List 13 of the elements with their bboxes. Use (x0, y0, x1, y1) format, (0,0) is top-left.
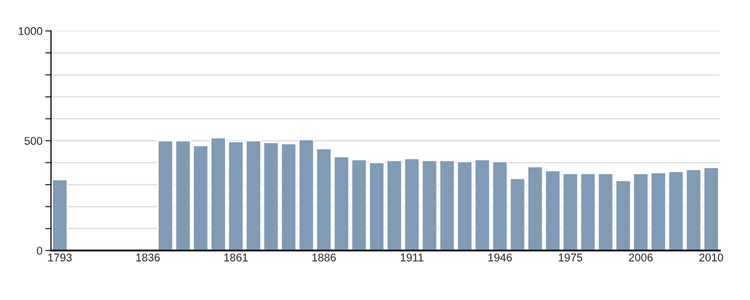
y-tick-label: 1000 (18, 27, 42, 36)
x-tick-label: 2010 (699, 254, 724, 262)
x-tick-label: 1861 (224, 254, 248, 262)
x-tick-label: 1836 (136, 254, 160, 262)
y-tick-label: 0 (36, 246, 42, 255)
x-tick-label: 1946 (488, 254, 512, 262)
x-tick-label: 1793 (48, 254, 72, 262)
x-tick-label: 1911 (400, 254, 424, 262)
x-tick-label: 1886 (312, 254, 336, 262)
x-tick-label: 2006 (628, 254, 653, 262)
bar (52, 178, 68, 250)
x-tick-label: 1975 (558, 254, 582, 262)
y-tick-label: 500 (24, 136, 42, 145)
